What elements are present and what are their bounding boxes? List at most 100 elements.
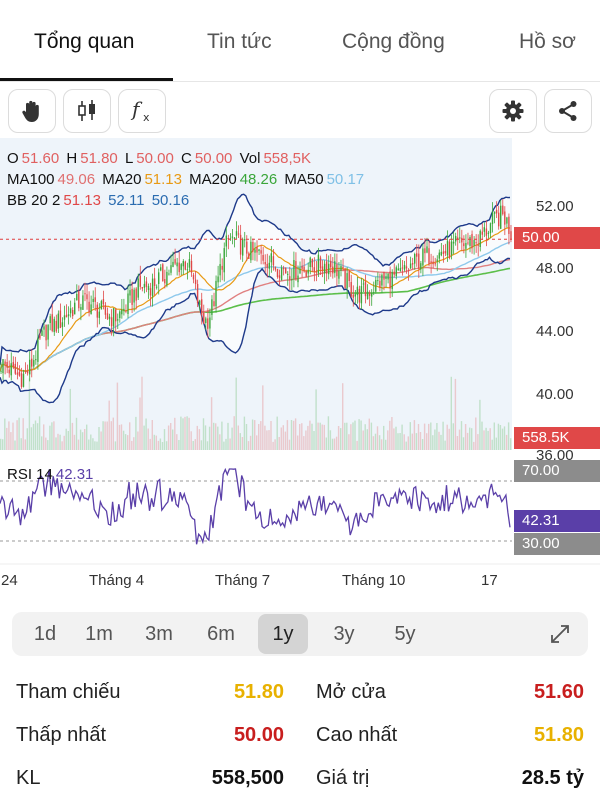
period-6m[interactable]: 6m bbox=[207, 623, 235, 645]
candle-body bbox=[6, 362, 8, 368]
volume-bar bbox=[303, 436, 305, 450]
volume-bar bbox=[102, 421, 104, 450]
volume-bar bbox=[227, 422, 229, 450]
candle-body bbox=[18, 371, 21, 376]
fullscreen-button[interactable] bbox=[548, 622, 572, 646]
candle-body bbox=[495, 209, 498, 214]
share-button[interactable] bbox=[544, 89, 592, 133]
volume-bar bbox=[10, 432, 12, 450]
candle-body bbox=[12, 362, 14, 367]
candle-body bbox=[217, 276, 219, 283]
period-3m[interactable]: 3m bbox=[145, 623, 173, 645]
tab-tong-quan[interactable]: Tổng quan bbox=[34, 30, 135, 53]
volume-bar bbox=[4, 418, 6, 450]
volume-bar bbox=[32, 423, 35, 450]
chart-type-button[interactable] bbox=[63, 89, 111, 133]
candle-body bbox=[340, 266, 342, 271]
candle-body bbox=[313, 267, 315, 272]
candle-body bbox=[53, 318, 55, 333]
candle-body bbox=[244, 239, 246, 241]
candle-body bbox=[166, 271, 168, 286]
period-3y[interactable]: 3y bbox=[333, 623, 355, 645]
candle-body bbox=[215, 280, 217, 307]
period-5y[interactable]: 5y bbox=[394, 623, 416, 645]
volume-bar bbox=[423, 423, 426, 450]
stat-label-gia-tri: Giá trị bbox=[316, 767, 370, 789]
candle-body bbox=[348, 271, 350, 281]
candle-body bbox=[368, 292, 371, 296]
candle-body bbox=[209, 317, 211, 329]
volume-bar bbox=[59, 434, 61, 450]
volume-bar bbox=[411, 433, 413, 450]
volume-bar bbox=[219, 434, 221, 450]
period-1y[interactable]: 1y bbox=[258, 614, 308, 654]
candle-body bbox=[489, 223, 492, 234]
volume-bar bbox=[360, 420, 362, 450]
x-axis-label: Tháng 4 bbox=[89, 572, 145, 589]
volume-bar bbox=[305, 430, 307, 450]
drawing-tool-button[interactable] bbox=[8, 89, 56, 133]
candle-body bbox=[219, 264, 221, 276]
volume-bar bbox=[497, 423, 500, 450]
candle-body bbox=[360, 286, 363, 304]
period-1m[interactable]: 1m bbox=[85, 623, 113, 645]
current-price-tag: 50.00 bbox=[514, 227, 600, 249]
volume-bar bbox=[323, 424, 325, 450]
volume-bar bbox=[282, 425, 284, 450]
volume-bar bbox=[38, 416, 41, 450]
volume-bar bbox=[268, 430, 270, 450]
volume-bar bbox=[174, 417, 176, 450]
candle-body bbox=[65, 314, 68, 318]
volume-bar bbox=[399, 433, 401, 450]
candle-body bbox=[397, 268, 399, 271]
candle-body bbox=[96, 304, 98, 318]
rsi-tick-70: 70.00 bbox=[514, 460, 600, 482]
price-chart[interactable]: O 51.60 H 51.80 L 50.00 C 50.00 Vol 558,5K MA… bbox=[0, 138, 600, 600]
candle-body bbox=[24, 371, 27, 373]
candle-body bbox=[262, 255, 264, 261]
stat-value-thap-nhat: 50.00 bbox=[233, 724, 284, 746]
tab-tin-tuc[interactable]: Tin tức bbox=[207, 30, 272, 53]
volume-bar bbox=[327, 416, 330, 450]
volume-bar bbox=[237, 425, 239, 450]
tab-cong-dong[interactable]: Cộng đồng bbox=[342, 30, 445, 53]
volume-bar bbox=[407, 436, 409, 450]
candle-body bbox=[213, 301, 215, 306]
volume-bar bbox=[348, 434, 350, 450]
volume-bar bbox=[507, 422, 510, 450]
candle-body bbox=[84, 293, 86, 295]
candle-body bbox=[477, 244, 479, 246]
candle-body bbox=[450, 241, 453, 255]
period-1d[interactable]: 1d bbox=[33, 623, 57, 645]
volume-bar bbox=[352, 422, 354, 450]
candle-body bbox=[385, 276, 387, 279]
candle-body bbox=[506, 217, 508, 224]
candle-body bbox=[442, 251, 445, 254]
volume-bar bbox=[446, 424, 448, 450]
volume-bar bbox=[309, 420, 311, 450]
indicators-button[interactable]: f x bbox=[118, 89, 166, 133]
volume-bar bbox=[374, 433, 377, 450]
volume-bar bbox=[276, 416, 278, 450]
volume-bar bbox=[22, 418, 24, 450]
volume-bar bbox=[278, 437, 280, 450]
candle-body bbox=[508, 216, 510, 234]
price-tick: 36.00 bbox=[536, 447, 574, 464]
candle-body bbox=[88, 301, 90, 313]
volume-bar bbox=[372, 436, 375, 450]
candle-body bbox=[510, 231, 512, 240]
candle-body bbox=[223, 248, 225, 273]
volume-bar bbox=[489, 428, 491, 450]
candle-body bbox=[444, 251, 447, 254]
volume-bar bbox=[182, 418, 184, 450]
volume-bar bbox=[366, 429, 368, 450]
settings-button[interactable] bbox=[489, 89, 537, 133]
candle-body bbox=[248, 253, 250, 259]
candle-body bbox=[162, 264, 164, 282]
candle-body bbox=[270, 253, 272, 263]
candle-body bbox=[14, 363, 16, 374]
tab-ho-so[interactable]: Hồ sơ bbox=[519, 30, 576, 53]
volume-bar bbox=[108, 400, 110, 450]
candle-body bbox=[465, 243, 467, 249]
volume-bar bbox=[8, 421, 10, 450]
